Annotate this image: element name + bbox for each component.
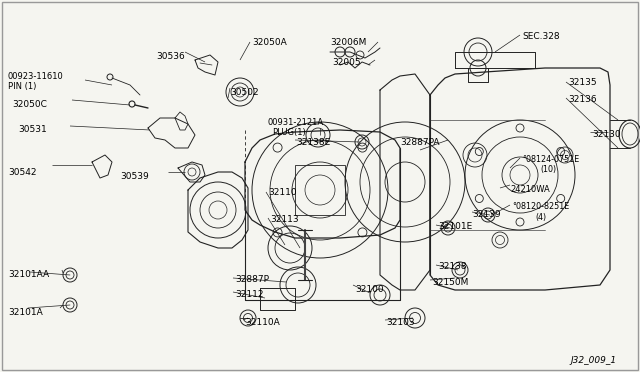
Text: PLUG(1): PLUG(1) bbox=[272, 128, 306, 137]
Text: 32138: 32138 bbox=[438, 262, 467, 271]
Text: 32139: 32139 bbox=[472, 210, 500, 219]
Text: °08124-0751E: °08124-0751E bbox=[522, 155, 579, 164]
Text: SEC.328: SEC.328 bbox=[522, 32, 559, 41]
Text: 32110A: 32110A bbox=[245, 318, 280, 327]
Text: 30542: 30542 bbox=[8, 168, 36, 177]
Text: 30531: 30531 bbox=[18, 125, 47, 134]
Text: 30536: 30536 bbox=[156, 52, 185, 61]
Text: 32101E: 32101E bbox=[438, 222, 472, 231]
Text: 32130: 32130 bbox=[592, 130, 621, 139]
Text: 32887PA: 32887PA bbox=[400, 138, 440, 147]
Text: 32112: 32112 bbox=[235, 290, 264, 299]
Text: J32_009_1: J32_009_1 bbox=[570, 356, 616, 365]
Text: PIN (1): PIN (1) bbox=[8, 82, 36, 91]
Text: °08120-8251E: °08120-8251E bbox=[512, 202, 569, 211]
Text: 32135: 32135 bbox=[568, 78, 596, 87]
Text: 32005: 32005 bbox=[332, 58, 360, 67]
Text: 32101AA: 32101AA bbox=[8, 270, 49, 279]
Text: 32100: 32100 bbox=[355, 285, 383, 294]
Text: 32050A: 32050A bbox=[252, 38, 287, 47]
Text: 32887P: 32887P bbox=[235, 275, 269, 284]
Text: 32006M: 32006M bbox=[330, 38, 366, 47]
Text: 32136: 32136 bbox=[568, 95, 596, 104]
Text: 32138E: 32138E bbox=[296, 138, 330, 147]
Text: 24210WA: 24210WA bbox=[510, 185, 550, 194]
Text: 32050C: 32050C bbox=[12, 100, 47, 109]
Text: 32101A: 32101A bbox=[8, 308, 43, 317]
Text: 00923-11610: 00923-11610 bbox=[8, 72, 64, 81]
Text: (4): (4) bbox=[535, 213, 546, 222]
Text: 30539: 30539 bbox=[120, 172, 148, 181]
Text: 32103: 32103 bbox=[386, 318, 415, 327]
Text: 30502: 30502 bbox=[230, 88, 259, 97]
Text: 32150M: 32150M bbox=[432, 278, 468, 287]
Text: 00931-2121A: 00931-2121A bbox=[268, 118, 324, 127]
Text: 32110: 32110 bbox=[268, 188, 296, 197]
Text: (10): (10) bbox=[540, 165, 556, 174]
Text: 32113: 32113 bbox=[270, 215, 299, 224]
